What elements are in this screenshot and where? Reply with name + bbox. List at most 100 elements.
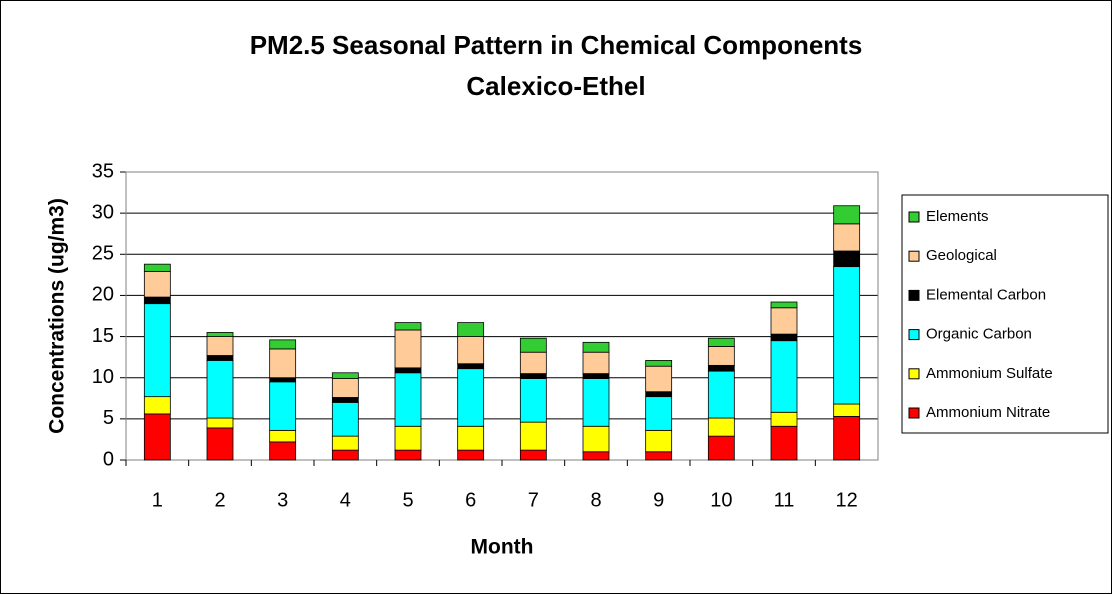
bar-segment	[331, 378, 359, 398]
bar-segment	[770, 333, 798, 342]
bar-segment	[206, 332, 234, 337]
bar-segment	[519, 351, 547, 375]
x-tick-label: 7	[528, 489, 539, 511]
bar-segment	[645, 391, 673, 398]
legend-swatch	[908, 329, 920, 341]
x-tick-label: 10	[710, 489, 732, 511]
y-tick-label: 35	[92, 160, 114, 182]
bar-segment	[331, 397, 359, 403]
bar-segment	[143, 296, 171, 305]
bar-segment	[645, 360, 673, 367]
bar-segment	[269, 348, 297, 379]
bar-segment	[457, 368, 485, 427]
legend-swatch	[908, 368, 920, 380]
bar-segment	[394, 329, 422, 369]
bar-segment	[707, 435, 735, 461]
bar-segment	[833, 403, 861, 417]
bar-segment	[206, 355, 234, 361]
bar-segment	[707, 370, 735, 419]
bar-segment	[707, 346, 735, 366]
legend-label: Elemental Carbon	[926, 286, 1046, 303]
bar-segment	[645, 429, 673, 453]
bar-segment	[206, 360, 234, 419]
bar-segment	[143, 303, 171, 398]
y-tick-label: 10	[92, 366, 114, 388]
bar-segment	[582, 373, 610, 379]
bar-segment	[707, 364, 735, 372]
bar-segment	[331, 401, 359, 437]
bar-segment	[645, 451, 673, 461]
bar-segment	[457, 322, 485, 337]
y-tick-label: 20	[92, 284, 114, 306]
bar-segment	[394, 372, 422, 427]
bar-segment	[206, 417, 234, 429]
x-tick-label: 12	[836, 489, 858, 511]
bar-segment	[582, 378, 610, 427]
x-tick-label: 5	[402, 489, 413, 511]
y-tick-label: 0	[103, 448, 114, 470]
legend-swatch	[908, 407, 920, 419]
y-tick-label: 25	[92, 243, 114, 265]
bar-segment	[582, 351, 610, 375]
bar-segment	[331, 372, 359, 379]
legend-box	[901, 194, 1109, 434]
bar-segment	[645, 396, 673, 431]
bar-segment	[770, 307, 798, 335]
bar-segment	[269, 339, 297, 350]
bar-segment	[206, 336, 234, 356]
bar-segment	[457, 449, 485, 461]
x-tick-label: 8	[590, 489, 601, 511]
legend-label: Organic Carbon	[926, 326, 1032, 343]
bar-segment	[331, 449, 359, 461]
legend-swatch	[908, 289, 920, 301]
x-tick-label: 4	[340, 489, 351, 511]
bar-segment	[457, 425, 485, 451]
bar-segment	[394, 425, 422, 451]
bar-segment	[394, 367, 422, 374]
y-axis-label: Concentrations (ug/m3)	[46, 198, 69, 434]
x-tick-label: 11	[774, 489, 795, 511]
x-tick-label: 1	[152, 489, 163, 511]
x-tick-label: 6	[465, 489, 476, 511]
bar-segment	[770, 340, 798, 413]
bar-segment	[269, 381, 297, 431]
chart-title: PM2.5 Seasonal Pattern in Chemical Compo…	[250, 30, 863, 60]
bar-segment	[269, 441, 297, 461]
bar-segment	[833, 250, 861, 268]
bar-segment	[770, 425, 798, 461]
bar-segment	[582, 425, 610, 453]
legend-swatch	[908, 211, 920, 223]
legend-label: Geological	[926, 247, 997, 264]
bar-segment	[269, 429, 297, 443]
bar-segment	[582, 341, 610, 353]
bar-segment	[143, 413, 171, 461]
bar-segment	[519, 337, 547, 353]
bar-segment	[331, 435, 359, 451]
bar-segment	[519, 449, 547, 461]
bar-segment	[143, 396, 171, 415]
bar-segment	[457, 336, 485, 365]
bar-segment	[394, 449, 422, 461]
bar-segment	[833, 415, 861, 461]
y-tick-label: 5	[103, 407, 114, 429]
bar-segment	[833, 205, 861, 225]
bar-segment	[833, 223, 861, 252]
x-tick-label: 2	[214, 489, 225, 511]
legend-label: Ammonium Nitrate	[926, 404, 1050, 421]
bar-segment	[770, 301, 798, 309]
legend-swatch	[908, 250, 920, 262]
bar-segment	[833, 266, 861, 405]
bar-segment	[143, 263, 171, 272]
bar-segment	[645, 365, 673, 393]
bar-segment	[457, 363, 485, 370]
legend-label: Elements	[926, 208, 989, 225]
bar-segment	[143, 271, 171, 298]
bar-segment	[707, 417, 735, 437]
bar-segment	[519, 378, 547, 423]
bar-segment	[269, 377, 297, 383]
x-tick-label: 9	[653, 489, 664, 511]
bar-segment	[770, 411, 798, 427]
x-axis-label: Month	[471, 536, 534, 559]
bar-segment	[582, 451, 610, 461]
